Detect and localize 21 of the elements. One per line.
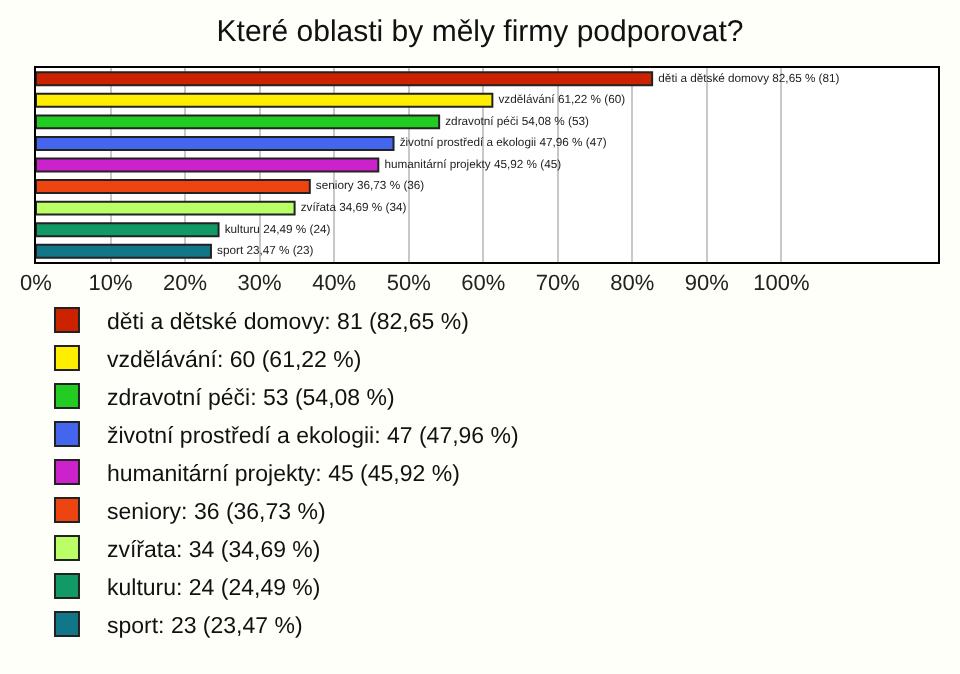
legend-label: životní prostředí a ekologii: 47 (47,96 %)	[106, 425, 519, 450]
legend-label: sport: 23 (23,47 %)	[106, 615, 303, 640]
legend-label: zvířata: 34 (34,69 %)	[106, 539, 321, 564]
x-tick-label: 0%	[20, 272, 53, 297]
chart-title: Které oblasti by měly firmy podporovat?	[216, 15, 744, 50]
x-tick-label: 70%	[535, 272, 581, 297]
x-tick-label: 100%	[753, 272, 811, 297]
legend-label: zdravotní péči: 53 (54,08 %)	[106, 387, 395, 412]
legend-label: seniory: 36 (36,73 %)	[106, 501, 326, 526]
x-tick-label: 60%	[461, 272, 506, 297]
x-tick-label: 10%	[88, 272, 133, 297]
x-tick-label: 30%	[237, 272, 283, 297]
x-tick-label: 80%	[610, 272, 655, 297]
x-tick-label: 40%	[312, 272, 357, 297]
x-tick-label: 20%	[163, 272, 208, 297]
legend-label: vzdělávání: 60 (61,22 %)	[106, 349, 362, 374]
legend-label: děti a dětské domovy: 81 (82,65 %)	[106, 311, 470, 336]
x-tick-label: 50%	[386, 272, 432, 297]
legend-label: humanitární projekty: 45 (45,92 %)	[106, 463, 461, 488]
legend-label: kulturu: 24 (24,49 %)	[106, 577, 321, 602]
x-tick-label: 90%	[684, 272, 730, 297]
